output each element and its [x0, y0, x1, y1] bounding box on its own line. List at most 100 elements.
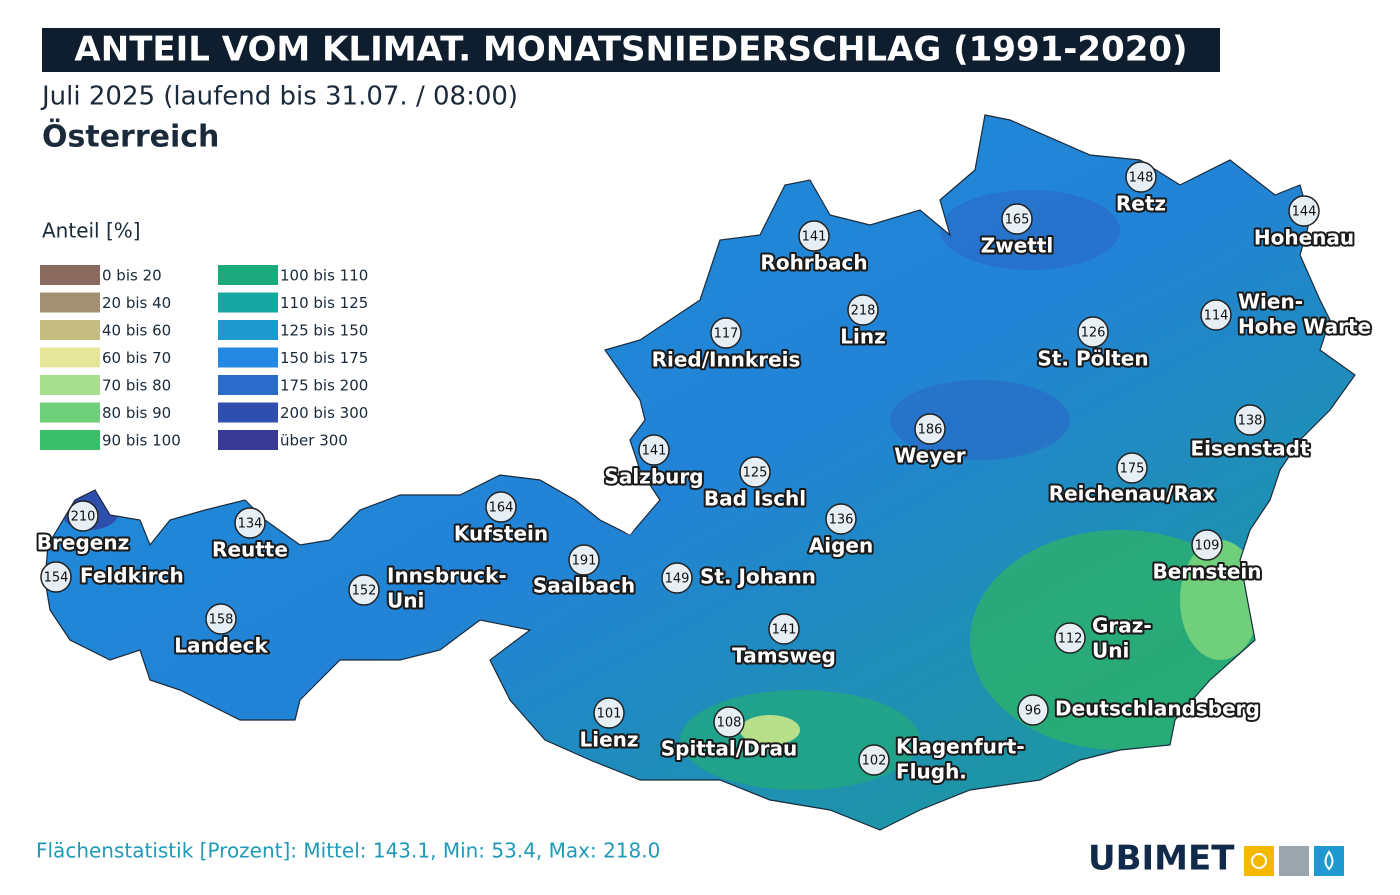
station: 154 Feldkirch: [40, 561, 186, 593]
title-bar: [42, 28, 1220, 72]
station-marker: [713, 706, 745, 738]
station-name: Tamsweg: [732, 644, 836, 668]
station: 210 Bregenz: [35, 500, 131, 557]
station-marker: [768, 613, 800, 645]
station-marker: [1288, 195, 1320, 227]
station-value: 144: [1292, 205, 1317, 220]
legend-label: 20 bis 40: [102, 294, 171, 312]
subtitle: Juli 2025 (laufend bis 31.07. / 08:00): [40, 82, 518, 112]
station-marker: [1077, 316, 1109, 348]
station-value: 164: [489, 501, 514, 516]
station: 191 Saalbach: [531, 544, 637, 600]
legend-label: über 300: [280, 432, 348, 450]
station: 149 St. Johann: [661, 562, 818, 594]
station-value: 134: [238, 517, 263, 532]
legend-label: 60 bis 70: [102, 349, 171, 367]
legend-swatch: [218, 347, 278, 368]
station-name: Kufstein: [454, 522, 548, 546]
station-marker: [234, 507, 266, 539]
station-marker: [1234, 404, 1266, 436]
station-value: 126: [1081, 326, 1106, 341]
region: Österreich: [42, 118, 219, 155]
station-value: 114: [1204, 309, 1229, 324]
legend-swatch: [40, 347, 100, 368]
station: 165 Zwettl: [979, 203, 1055, 260]
station-name: Deutschlandsberg: [1055, 697, 1260, 721]
legend-title: Anteil [%]: [42, 219, 141, 243]
station-name: Innsbruck-: [387, 564, 507, 588]
station-marker: [593, 697, 625, 729]
legend-swatch: [218, 375, 278, 395]
station-name: Landeck: [174, 634, 268, 658]
legend: 0 bis 20 20 bis 40 40 bis 60 60 bis 70 70 bi…: [40, 265, 368, 450]
station-value: 136: [829, 513, 854, 528]
station-name: Wien-: [1238, 290, 1303, 314]
station-marker: [914, 413, 946, 445]
station-name: Bernstein: [1152, 560, 1261, 584]
station-value: 218: [851, 304, 876, 319]
station-marker: [1054, 622, 1086, 654]
station: 117 Ried/Innkreis: [650, 317, 802, 374]
legend-label: 100 bis 110: [280, 267, 368, 285]
legend-swatch: [218, 292, 278, 313]
station-name: Reichenau/Rax: [1049, 482, 1216, 506]
logo: UBIMET: [1088, 839, 1235, 879]
station-value: 125: [743, 466, 768, 481]
station-value: 117: [714, 327, 739, 342]
station: 158 Landeck: [172, 603, 270, 660]
station: 96 Deutschlandsberg: [1017, 694, 1262, 726]
station-marker: [661, 562, 693, 594]
station-value: 109: [1195, 539, 1220, 554]
station-name: Lienz: [579, 728, 638, 752]
station: 138 Eisenstadt: [1188, 404, 1312, 463]
station: 186 Weyer: [892, 413, 968, 470]
station-value: 96: [1025, 704, 1042, 719]
station-name: Spittal/Drau: [661, 737, 798, 761]
station-value: 158: [209, 613, 234, 628]
station-name: Reutte: [212, 538, 288, 562]
station-marker: [1017, 694, 1049, 726]
station: 114 Wien-Hohe Warte: [1200, 288, 1373, 341]
station-name: Hohenau: [1254, 226, 1354, 250]
legend-label: 40 bis 60: [102, 322, 171, 340]
station-name: Aigen: [809, 534, 873, 558]
station-name: Retz: [1116, 192, 1166, 216]
station-value: 175: [1120, 462, 1145, 477]
stations: 148 Retz 144 Hohenau 165 Zwettl 141 Rohrbach 218…: [35, 161, 1373, 786]
station-value: 101: [597, 707, 622, 722]
station-marker: [485, 491, 517, 523]
title: ANTEIL VOM KLIMAT. MONATSNIEDERSCHLAG (1…: [74, 30, 1187, 70]
station-marker: [1116, 452, 1148, 484]
station-name: Ried/Innkreis: [652, 348, 801, 372]
station-name: St. Johann: [700, 565, 816, 589]
station: 109 Bernstein: [1150, 529, 1264, 586]
legend-swatch: [218, 430, 278, 450]
statistics: Flächenstatistik [Prozent]: Mittel: 143.…: [36, 839, 660, 863]
station: 102 Klagenfurt-Flugh.: [858, 733, 1027, 786]
station-value: 112: [1058, 632, 1083, 647]
station-name: Graz-: [1092, 614, 1152, 638]
station-name: Hohe Warte: [1238, 315, 1371, 339]
station-value: 141: [642, 444, 667, 459]
station-name: St. Pölten: [1037, 347, 1148, 371]
legend-swatch: [40, 430, 100, 450]
station-value: 141: [772, 623, 797, 638]
station: 175 Reichenau/Rax: [1047, 452, 1217, 508]
station-marker: [1125, 161, 1157, 193]
station-marker: [825, 503, 857, 535]
legend-label: 125 bis 150: [280, 322, 368, 340]
station-marker: [1200, 299, 1232, 331]
station-name: Weyer: [894, 444, 966, 468]
legend-label: 70 bis 80: [102, 377, 171, 395]
station-marker: [847, 294, 879, 326]
station-marker: [568, 544, 600, 576]
station-name: Flugh.: [896, 760, 967, 784]
legend-label: 200 bis 300: [280, 404, 368, 422]
station-value: 108: [717, 716, 742, 731]
station-name: Linz: [840, 325, 885, 349]
legend-label: 110 bis 125: [280, 294, 368, 312]
station: 112 Graz-Uni: [1054, 612, 1154, 665]
station: 218 Linz: [838, 294, 888, 351]
station-name: Uni: [387, 589, 424, 613]
